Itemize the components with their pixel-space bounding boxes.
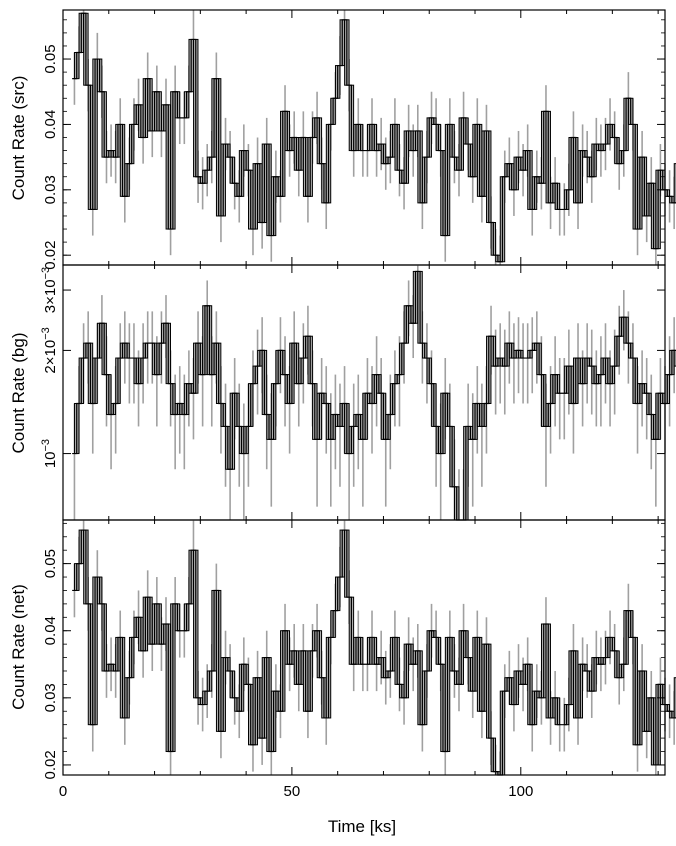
bar-net-0 <box>72 590 77 775</box>
bar-src-0 <box>72 79 77 265</box>
ylabel-src: Count Rate (src) <box>9 76 28 201</box>
ytick-label-net-0: 0.02 <box>42 750 59 779</box>
step-line-net <box>72 529 676 776</box>
ylabel-net: Count Rate (net) <box>9 584 28 710</box>
panel-net: 0.02 0.03 0.04 0.05 0 50 100 <box>42 519 676 800</box>
ytick-exponent-bg-2: −3 <box>40 267 52 280</box>
ylabel-bg: Count Rate (bg) <box>9 333 28 454</box>
bar-net-1 <box>77 564 82 775</box>
ytick-label-net-1: 0.03 <box>42 683 59 712</box>
panel-bg: 10−32×10−33×10−3 <box>40 264 676 521</box>
xtick-label-2: 100 <box>508 783 533 800</box>
step-src-131 <box>673 163 676 204</box>
ytick-label-net-3: 0.05 <box>42 549 59 578</box>
panel-src: 0.02 0.03 0.04 0.05 <box>42 9 676 270</box>
xtick-label-0: 0 <box>59 783 67 800</box>
ytick-exponent-bg-1: −3 <box>40 327 52 340</box>
xlabel-time: Time [ks] <box>328 817 396 836</box>
bar-src-1 <box>77 53 82 266</box>
step-net-131 <box>673 677 676 719</box>
step-bg-131 <box>673 349 676 367</box>
frame-net <box>62 519 666 776</box>
ytick-label-src-2: 0.04 <box>42 110 59 139</box>
ytick-exponent-bg-0: −3 <box>40 439 52 452</box>
ytick-label-src-1: 0.03 <box>42 175 59 204</box>
step-line-bg <box>72 270 676 521</box>
xtick-label-1: 50 <box>284 783 301 800</box>
step-line-src <box>72 12 676 263</box>
ytick-label-src-3: 0.05 <box>42 44 59 73</box>
ytick-label-net-2: 0.04 <box>42 616 59 645</box>
ytick-label-src-0: 0.02 <box>42 241 59 270</box>
